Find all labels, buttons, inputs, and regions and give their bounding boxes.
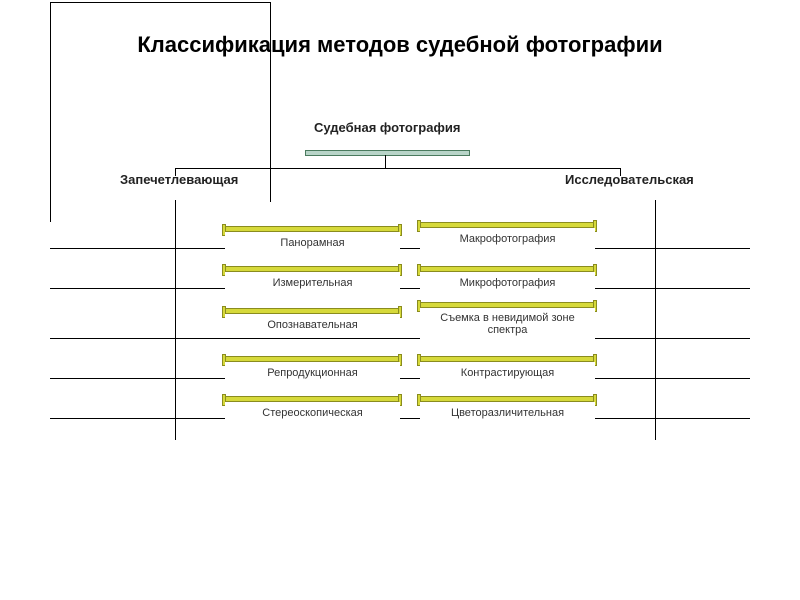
right-item: Контрастирующая — [420, 362, 595, 384]
row-line — [50, 248, 750, 249]
page-title: Классификация методов судебной фотографи… — [80, 32, 720, 58]
connector-line — [655, 200, 656, 440]
branch-right-label: Исследовательская — [565, 172, 685, 187]
frame-line — [50, 2, 270, 3]
connector-line — [175, 200, 176, 440]
root-node-label: Судебная фотография — [310, 120, 470, 135]
connector-line — [270, 2, 271, 202]
left-item: Репродукционная — [225, 362, 400, 384]
connector-line — [175, 168, 620, 169]
right-item: Микрофотография — [420, 272, 595, 294]
frame-line — [50, 2, 51, 222]
left-item: Стереоскопическая — [225, 402, 400, 424]
left-item: Панорамная — [225, 232, 400, 254]
left-item: Опознавательная — [225, 314, 400, 336]
right-item: Цветоразличительная — [420, 402, 595, 424]
row-line — [50, 418, 750, 419]
branch-left-label: Запечетлевающая — [120, 172, 240, 187]
row-line — [50, 338, 750, 339]
connector-line — [385, 155, 386, 169]
root-node-bar — [305, 150, 470, 156]
right-item: Съемка в невидимой зоне спектра — [420, 308, 595, 340]
row-line — [50, 378, 750, 379]
left-item: Измерительная — [225, 272, 400, 294]
row-line — [50, 288, 750, 289]
right-item: Макрофотография — [420, 228, 595, 250]
